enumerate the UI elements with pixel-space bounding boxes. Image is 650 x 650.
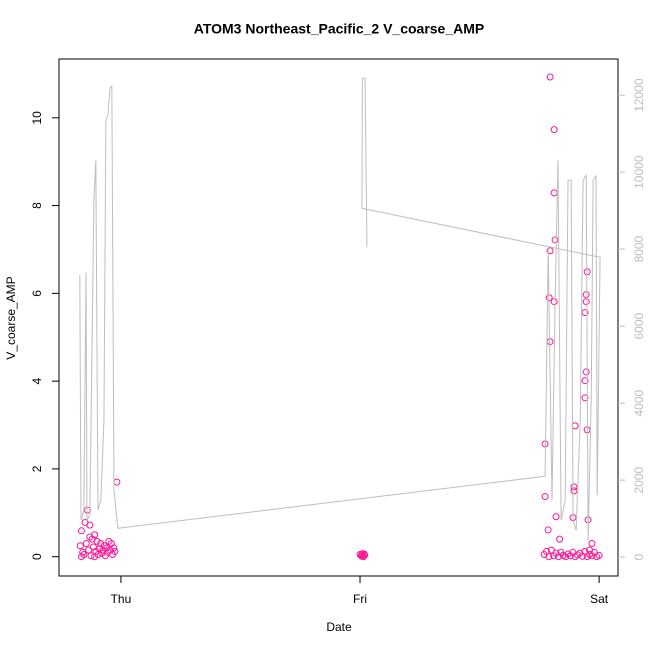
point — [588, 552, 596, 560]
point — [546, 73, 554, 81]
point — [552, 513, 560, 521]
point — [588, 540, 596, 548]
y-tick-label: 4 — [30, 377, 44, 384]
point — [595, 551, 603, 559]
line — [79, 77, 601, 541]
point — [571, 422, 579, 430]
y2-tick-label: 12000 — [632, 78, 646, 112]
point — [566, 552, 574, 560]
point — [110, 544, 118, 552]
point — [550, 298, 558, 306]
x-tick-label: Fri — [353, 592, 367, 606]
point — [541, 493, 549, 501]
point — [111, 547, 119, 555]
point — [551, 236, 559, 244]
point — [113, 478, 121, 486]
x-tick-label: Thu — [111, 592, 132, 606]
point — [93, 537, 101, 545]
point — [103, 544, 111, 552]
x-tick-label: Sat — [590, 592, 609, 606]
y-axis-label: V_coarse_AMP — [4, 276, 18, 359]
point — [77, 553, 85, 561]
y-tick-label: 8 — [30, 202, 44, 209]
point — [97, 540, 105, 548]
y2-tick-label: 6000 — [632, 312, 646, 339]
plot-frame — [58, 58, 619, 577]
point — [544, 526, 552, 534]
point — [550, 126, 558, 134]
point — [582, 368, 590, 376]
point — [570, 483, 578, 491]
point — [83, 506, 91, 514]
point — [582, 298, 590, 306]
y-tick-label: 0 — [30, 553, 44, 560]
y-tick-label: 10 — [30, 111, 44, 125]
point — [552, 549, 560, 557]
point — [547, 546, 555, 554]
point — [101, 552, 109, 560]
point — [586, 546, 594, 554]
point — [91, 553, 99, 561]
point — [80, 550, 88, 558]
point — [360, 550, 368, 558]
point — [86, 521, 94, 529]
point — [550, 189, 558, 197]
point — [556, 535, 564, 543]
point — [85, 546, 93, 554]
point — [77, 527, 85, 535]
point — [545, 553, 553, 561]
point — [76, 542, 84, 550]
y2-tick-label: 8000 — [632, 235, 646, 262]
point — [105, 537, 113, 545]
point — [581, 377, 589, 385]
point — [570, 487, 578, 495]
point — [583, 553, 591, 561]
point — [581, 394, 589, 402]
chart-title: ATOM3 Northeast_Pacific_2 V_coarse_AMP — [194, 21, 485, 37]
point — [546, 247, 554, 255]
y2-tick-label: 10000 — [632, 155, 646, 189]
y2-tick-label: 0 — [632, 553, 646, 560]
point — [86, 533, 94, 541]
point — [82, 540, 90, 548]
point — [358, 552, 366, 560]
point — [582, 291, 590, 299]
point — [87, 552, 95, 560]
x-axis-label: Date — [326, 620, 352, 634]
point — [359, 551, 367, 559]
y2-tick-label: 4000 — [632, 389, 646, 416]
y-tick-label: 2 — [30, 465, 44, 472]
point — [100, 542, 108, 550]
y-tick-label: 6 — [30, 290, 44, 297]
y2-tick-label: 2000 — [632, 466, 646, 493]
